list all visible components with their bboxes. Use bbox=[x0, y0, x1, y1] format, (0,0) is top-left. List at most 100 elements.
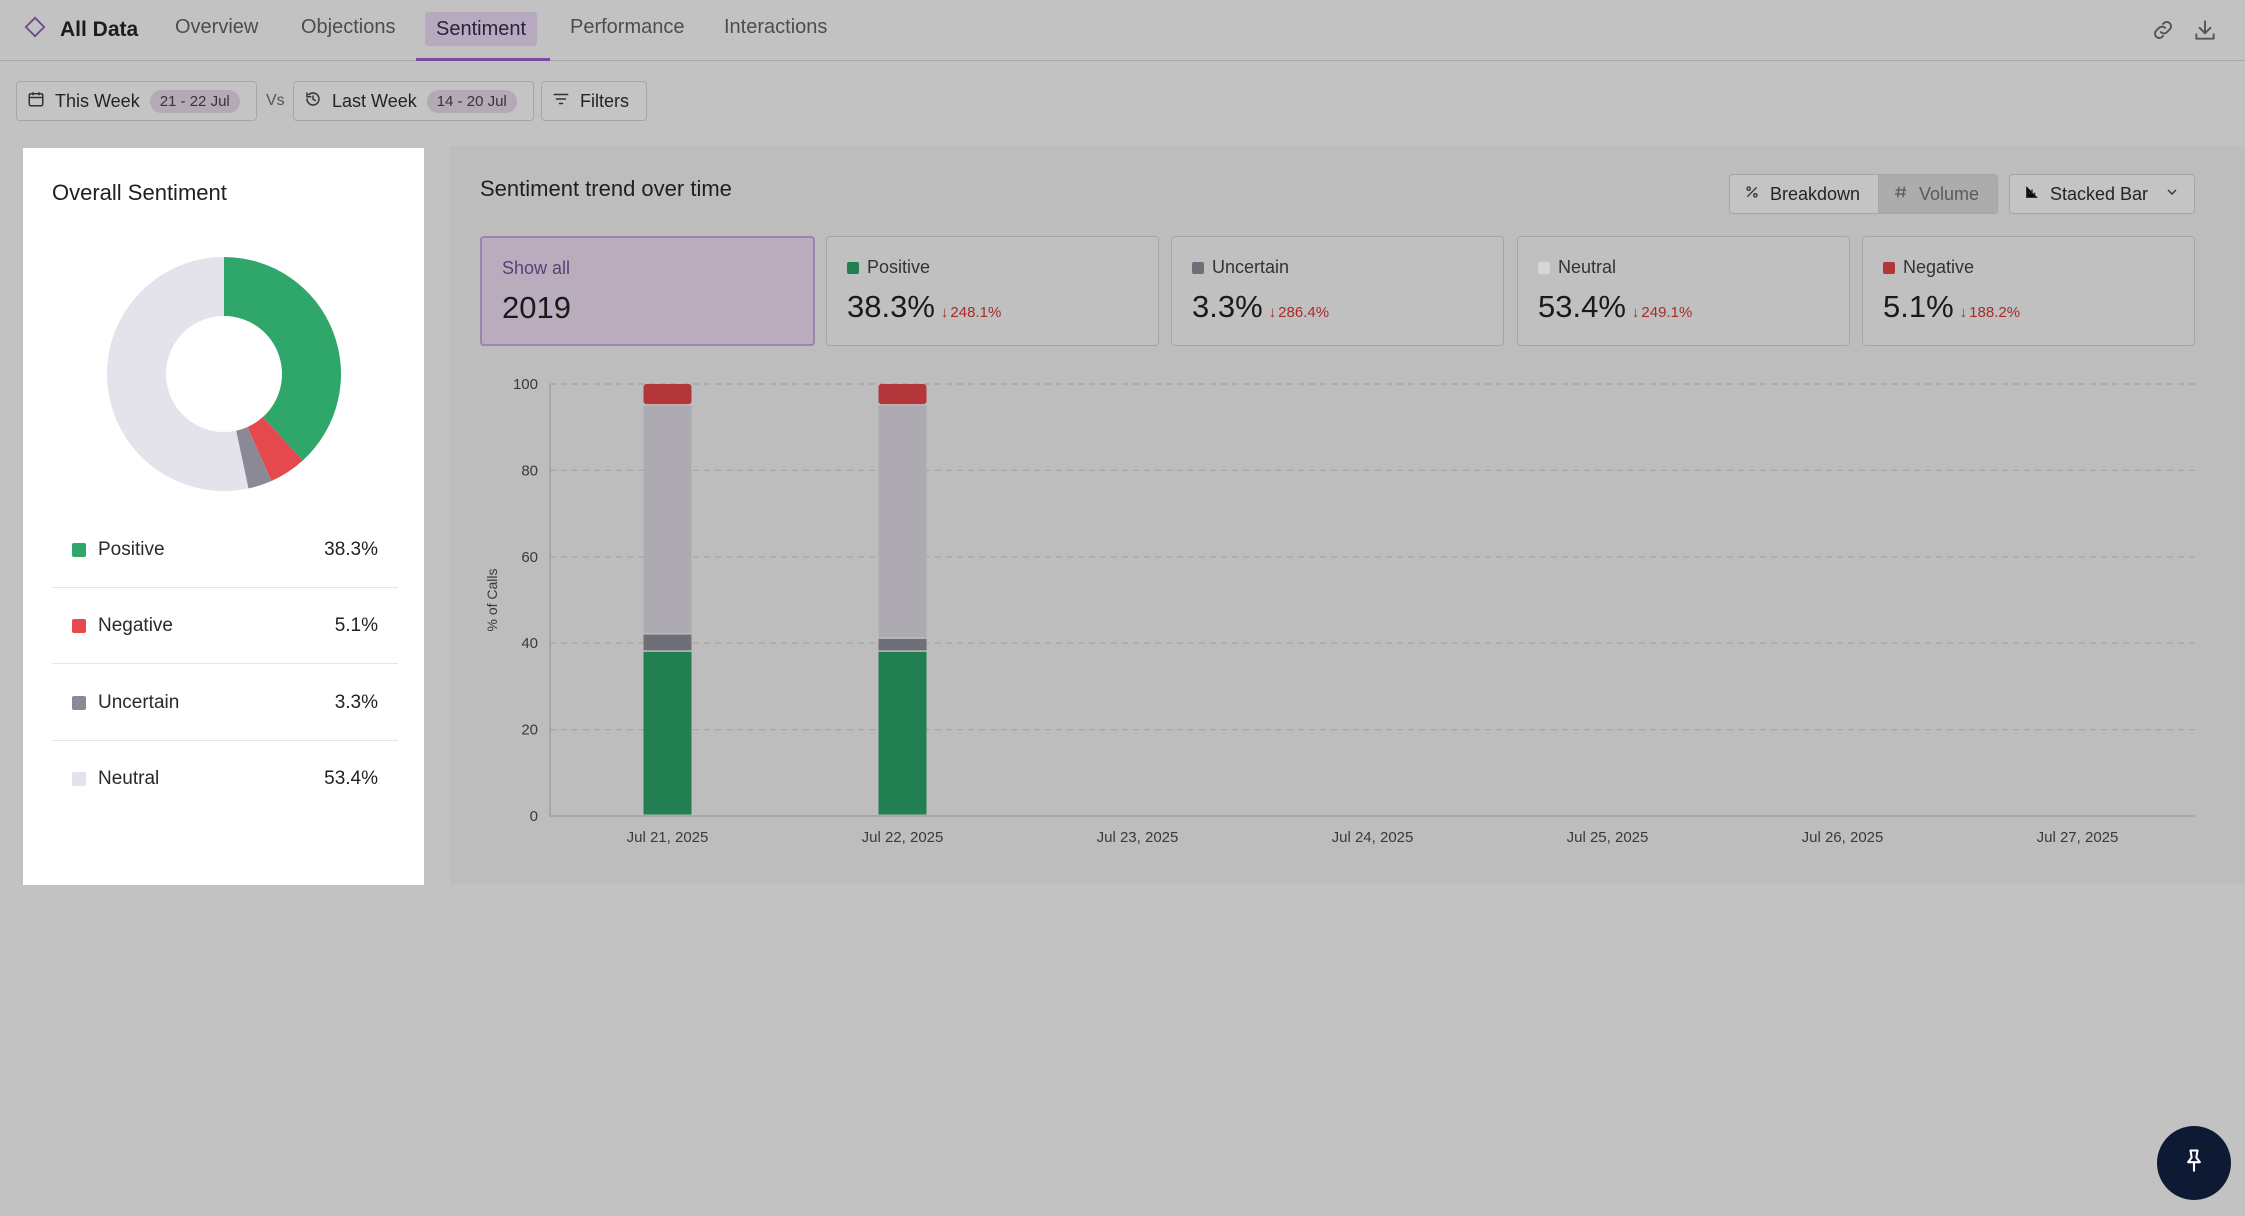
pin-button[interactable] bbox=[2157, 1126, 2231, 1200]
bar-segment-uncertain[interactable] bbox=[878, 638, 927, 651]
arrow-down-icon: ↓ bbox=[940, 304, 949, 321]
negative-legend-swatch bbox=[72, 618, 86, 633]
chart-type-dropdown[interactable]: Stacked Bar bbox=[2009, 174, 2195, 214]
filter-icon bbox=[552, 90, 570, 113]
show-all-value: 2019 bbox=[502, 290, 571, 325]
x-tick-label: Jul 21, 2025 bbox=[627, 829, 709, 846]
neutral-legend-swatch bbox=[72, 772, 86, 786]
bar-segment-neutral[interactable] bbox=[878, 405, 927, 638]
x-tick-label: Jul 26, 2025 bbox=[1802, 829, 1884, 846]
stat-card-show-all[interactable]: Show all 2019 bbox=[480, 236, 815, 346]
chevron-down-icon bbox=[2164, 184, 2180, 205]
history-icon bbox=[304, 90, 322, 113]
breakdown-toggle[interactable]: Breakdown bbox=[1729, 174, 1879, 214]
bar-segment-positive[interactable] bbox=[878, 651, 927, 815]
diamond-icon bbox=[24, 16, 46, 44]
tab-sentiment[interactable]: Sentiment bbox=[425, 12, 538, 46]
neutral-stat-value: 53.4% bbox=[1538, 289, 1626, 324]
donut-slice-neutral[interactable] bbox=[106, 257, 249, 491]
overall-sentiment-card: Overall Sentiment Positive 38.3% Negative 5… bbox=[23, 148, 424, 885]
y-tick-label: 0 bbox=[530, 808, 538, 825]
legend-row-negative: Negative 5.1% bbox=[52, 588, 398, 664]
x-tick-label: Jul 27, 2025 bbox=[2037, 829, 2119, 846]
stat-card-positive[interactable]: Positive 38.3% ↓ 248.1% bbox=[826, 236, 1159, 346]
download-icon[interactable] bbox=[2192, 17, 2218, 43]
bar-segment-neutral[interactable] bbox=[643, 405, 692, 634]
uncertain-stat-value: 3.3% bbox=[1192, 289, 1263, 324]
tab-overview[interactable]: Overview bbox=[175, 16, 259, 38]
x-tick-label: Jul 24, 2025 bbox=[1332, 829, 1414, 846]
legend-row-positive: Positive 38.3% bbox=[52, 512, 398, 588]
legend-label: Uncertain bbox=[98, 691, 180, 713]
volume-label: Volume bbox=[1919, 183, 1980, 204]
breakdown-label: Breakdown bbox=[1770, 183, 1861, 204]
uncertain-stat-label: Uncertain bbox=[1212, 257, 1290, 277]
uncertain-stat-delta: 286.4% bbox=[1278, 304, 1330, 321]
filters-button[interactable]: Filters bbox=[541, 81, 647, 121]
legend-value: 3.3% bbox=[334, 691, 378, 713]
previous-period-label: Last Week bbox=[332, 90, 417, 111]
positive-swatch bbox=[847, 261, 859, 274]
stat-card-negative[interactable]: Negative 5.1% ↓ 188.2% bbox=[1862, 236, 2195, 346]
percent-icon bbox=[1744, 184, 1760, 205]
current-period-picker[interactable]: This Week 21 - 22 Jul bbox=[16, 81, 257, 121]
brand-label: All Data bbox=[60, 18, 139, 41]
positive-stat-delta: 248.1% bbox=[950, 304, 1002, 321]
positive-stat-label: Positive bbox=[867, 257, 931, 277]
arrow-down-icon: ↓ bbox=[1959, 304, 1968, 321]
y-tick-label: 80 bbox=[521, 462, 538, 479]
arrow-down-icon: ↓ bbox=[1631, 304, 1640, 321]
stat-card-neutral[interactable]: Neutral 53.4% ↓ 249.1% bbox=[1517, 236, 1850, 346]
legend-value: 38.3% bbox=[324, 538, 378, 560]
show-all-label: Show all bbox=[502, 258, 571, 278]
negative-stat-label: Negative bbox=[1903, 257, 1975, 277]
bar-segment-negative[interactable] bbox=[878, 384, 927, 405]
bar-segment-negative[interactable] bbox=[643, 384, 692, 405]
legend-row-uncertain: Uncertain 3.3% bbox=[52, 665, 398, 741]
sentiment-donut-chart bbox=[106, 257, 341, 491]
donut-slice-uncertain[interactable] bbox=[236, 427, 272, 489]
donut-slice-positive[interactable] bbox=[224, 257, 341, 461]
top-nav: All Data Overview Objections Sentiment P… bbox=[0, 0, 2245, 61]
bar-segment-uncertain[interactable] bbox=[643, 634, 692, 651]
legend-value: 53.4% bbox=[324, 768, 378, 789]
hash-icon bbox=[1893, 184, 1909, 205]
brand[interactable]: All Data bbox=[24, 16, 138, 44]
legend-label: Negative bbox=[98, 614, 173, 636]
overall-sentiment-title: Overall Sentiment bbox=[52, 180, 227, 205]
chart-type-value: Stacked Bar bbox=[2024, 184, 2148, 205]
tab-interactions[interactable]: Interactions bbox=[724, 16, 828, 38]
calendar-icon bbox=[27, 90, 45, 113]
donut-slice-negative[interactable] bbox=[247, 416, 303, 481]
tab-objections[interactable]: Objections bbox=[301, 16, 396, 38]
positive-stat-value: 38.3% bbox=[847, 289, 935, 324]
legend-label: Neutral bbox=[98, 768, 160, 789]
link-icon[interactable] bbox=[2150, 17, 2176, 43]
legend-row-neutral: Neutral 53.4% bbox=[52, 741, 398, 817]
trend-title: Sentiment trend over time bbox=[480, 176, 732, 201]
uncertain-swatch bbox=[1192, 261, 1204, 274]
arrow-down-icon: ↓ bbox=[1268, 304, 1277, 321]
sentiment-trend-panel: Sentiment trend over time Breakdown Volu… bbox=[450, 146, 2245, 884]
previous-period-picker[interactable]: Last Week 14 - 20 Jul bbox=[293, 81, 534, 121]
active-tab-indicator bbox=[416, 58, 550, 61]
tab-performance[interactable]: Performance bbox=[570, 16, 685, 38]
filters-label: Filters bbox=[580, 90, 629, 111]
current-period-range: 21 - 22 Jul bbox=[149, 89, 240, 113]
neutral-stat-label: Neutral bbox=[1558, 257, 1617, 277]
uncertain-legend-swatch bbox=[72, 695, 86, 710]
x-tick-label: Jul 22, 2025 bbox=[862, 829, 944, 846]
negative-stat-delta: 188.2% bbox=[1969, 304, 2021, 321]
stat-card-uncertain[interactable]: Uncertain 3.3% ↓ 286.4% bbox=[1171, 236, 1504, 346]
bar-chart-icon bbox=[2024, 184, 2040, 205]
pin-icon bbox=[2180, 1147, 2208, 1180]
volume-toggle[interactable]: Volume bbox=[1879, 174, 1998, 214]
bar-segment-positive[interactable] bbox=[643, 651, 692, 815]
x-tick-label: Jul 25, 2025 bbox=[1567, 829, 1649, 846]
x-tick-label: Jul 23, 2025 bbox=[1097, 829, 1179, 846]
neutral-stat-delta: 249.1% bbox=[1641, 304, 1693, 321]
chart-type-label: Stacked Bar bbox=[2050, 183, 2149, 204]
y-tick-label: 20 bbox=[521, 722, 538, 739]
previous-period-range: 14 - 20 Jul bbox=[426, 89, 517, 113]
y-tick-label: 40 bbox=[521, 635, 538, 652]
